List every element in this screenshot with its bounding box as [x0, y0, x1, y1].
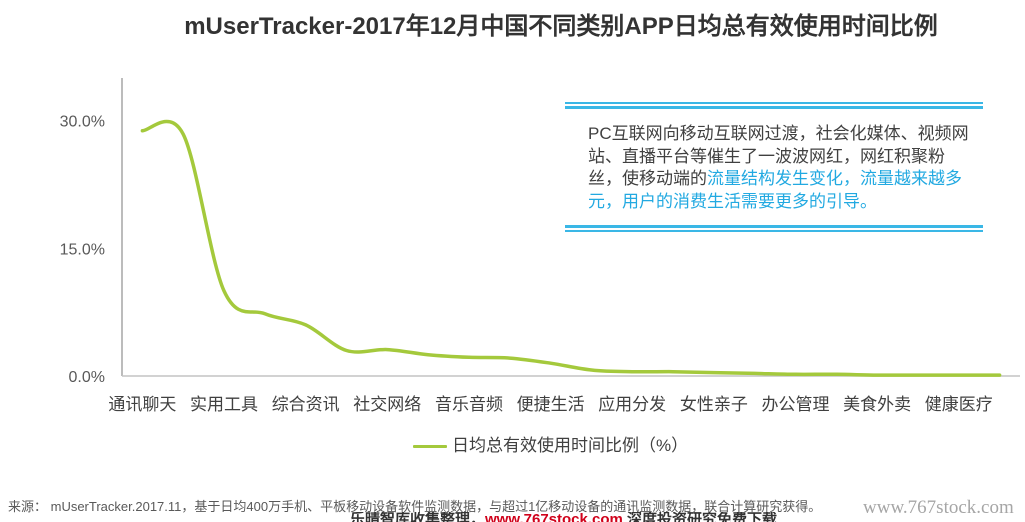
x-tick-label: 通讯聊天: [108, 395, 176, 414]
source-note: 来源： mUserTracker.2017.11，基于日均400万手机、平板移动…: [8, 499, 822, 514]
annotation-text: 丝，使移动端的: [588, 169, 707, 188]
footer-suffix: 深度投资研究免费下载: [622, 512, 778, 522]
x-tick-label: 便捷生活: [517, 395, 585, 414]
annotation-bottom-rule-thick: [565, 225, 983, 228]
annotation-text: PC互联网向移动互联网过渡，社会化媒体、视频网: [588, 124, 969, 143]
footer-url: www.767stock.com: [485, 512, 623, 522]
annotation-highlight-text: 元，用户的消费生活需要更多的引导。: [588, 191, 877, 211]
legend-swatch: [413, 445, 447, 448]
annotation-highlight-text: 流量结构发生变化，流量越来越多: [707, 169, 962, 188]
annotation-box: PC互联网向移动互联网过渡，社会化媒体、视频网 站、直播平台等催生了一波波网红，…: [588, 123, 969, 213]
annotation-line: PC互联网向移动互联网过渡，社会化媒体、视频网: [588, 123, 969, 146]
chart-title: mUserTracker-2017年12月中国不同类别APP日均总有效使用时间比…: [184, 13, 938, 40]
x-tick-label: 社交网络: [353, 395, 421, 414]
y-tick-label: 15.0%: [60, 241, 105, 258]
annotation-text: 站、直播平台等催生了一波波网红，网红积聚粉: [588, 146, 945, 166]
x-tick-label: 美食外卖: [843, 395, 911, 414]
annotation-top-rule: [565, 102, 983, 104]
annotation-line: 站、直播平台等催生了一波波网红，网红积聚粉: [588, 146, 969, 169]
legend-label: 日均总有效使用时间比例（%）: [452, 436, 689, 455]
x-tick-label: 女性亲子: [680, 395, 748, 414]
footer-note: 乐晴智库收集整理，www.767stock.com 深度投资研究免费下载: [350, 512, 777, 522]
footer-prefix: 乐晴智库收集整理，: [350, 512, 486, 522]
annotation-top-rule-thick: [565, 106, 983, 109]
watermark: www.767stock.com: [863, 497, 1014, 518]
y-tick-label: 0.0%: [69, 369, 105, 386]
series-line: [140, 119, 1002, 377]
y-tick-label: 30.0%: [60, 114, 105, 131]
annotation-line: 元，用户的消费生活需要更多的引导。: [588, 191, 969, 214]
annotation-bottom-rule: [565, 230, 983, 232]
x-tick-label: 健康医疗: [925, 395, 993, 414]
x-tick-label: 办公管理: [762, 395, 830, 414]
x-tick-label: 音乐音频: [435, 395, 503, 414]
x-tick-label: 应用分发: [598, 395, 666, 414]
annotation-line: 丝，使移动端的流量结构发生变化，流量越来越多: [588, 168, 969, 191]
footer-note-clip: 乐晴智库收集整理，www.767stock.com 深度投资研究免费下载: [0, 512, 1025, 522]
x-tick-label: 综合资讯: [272, 395, 340, 414]
x-tick-label: 实用工具: [190, 395, 258, 414]
